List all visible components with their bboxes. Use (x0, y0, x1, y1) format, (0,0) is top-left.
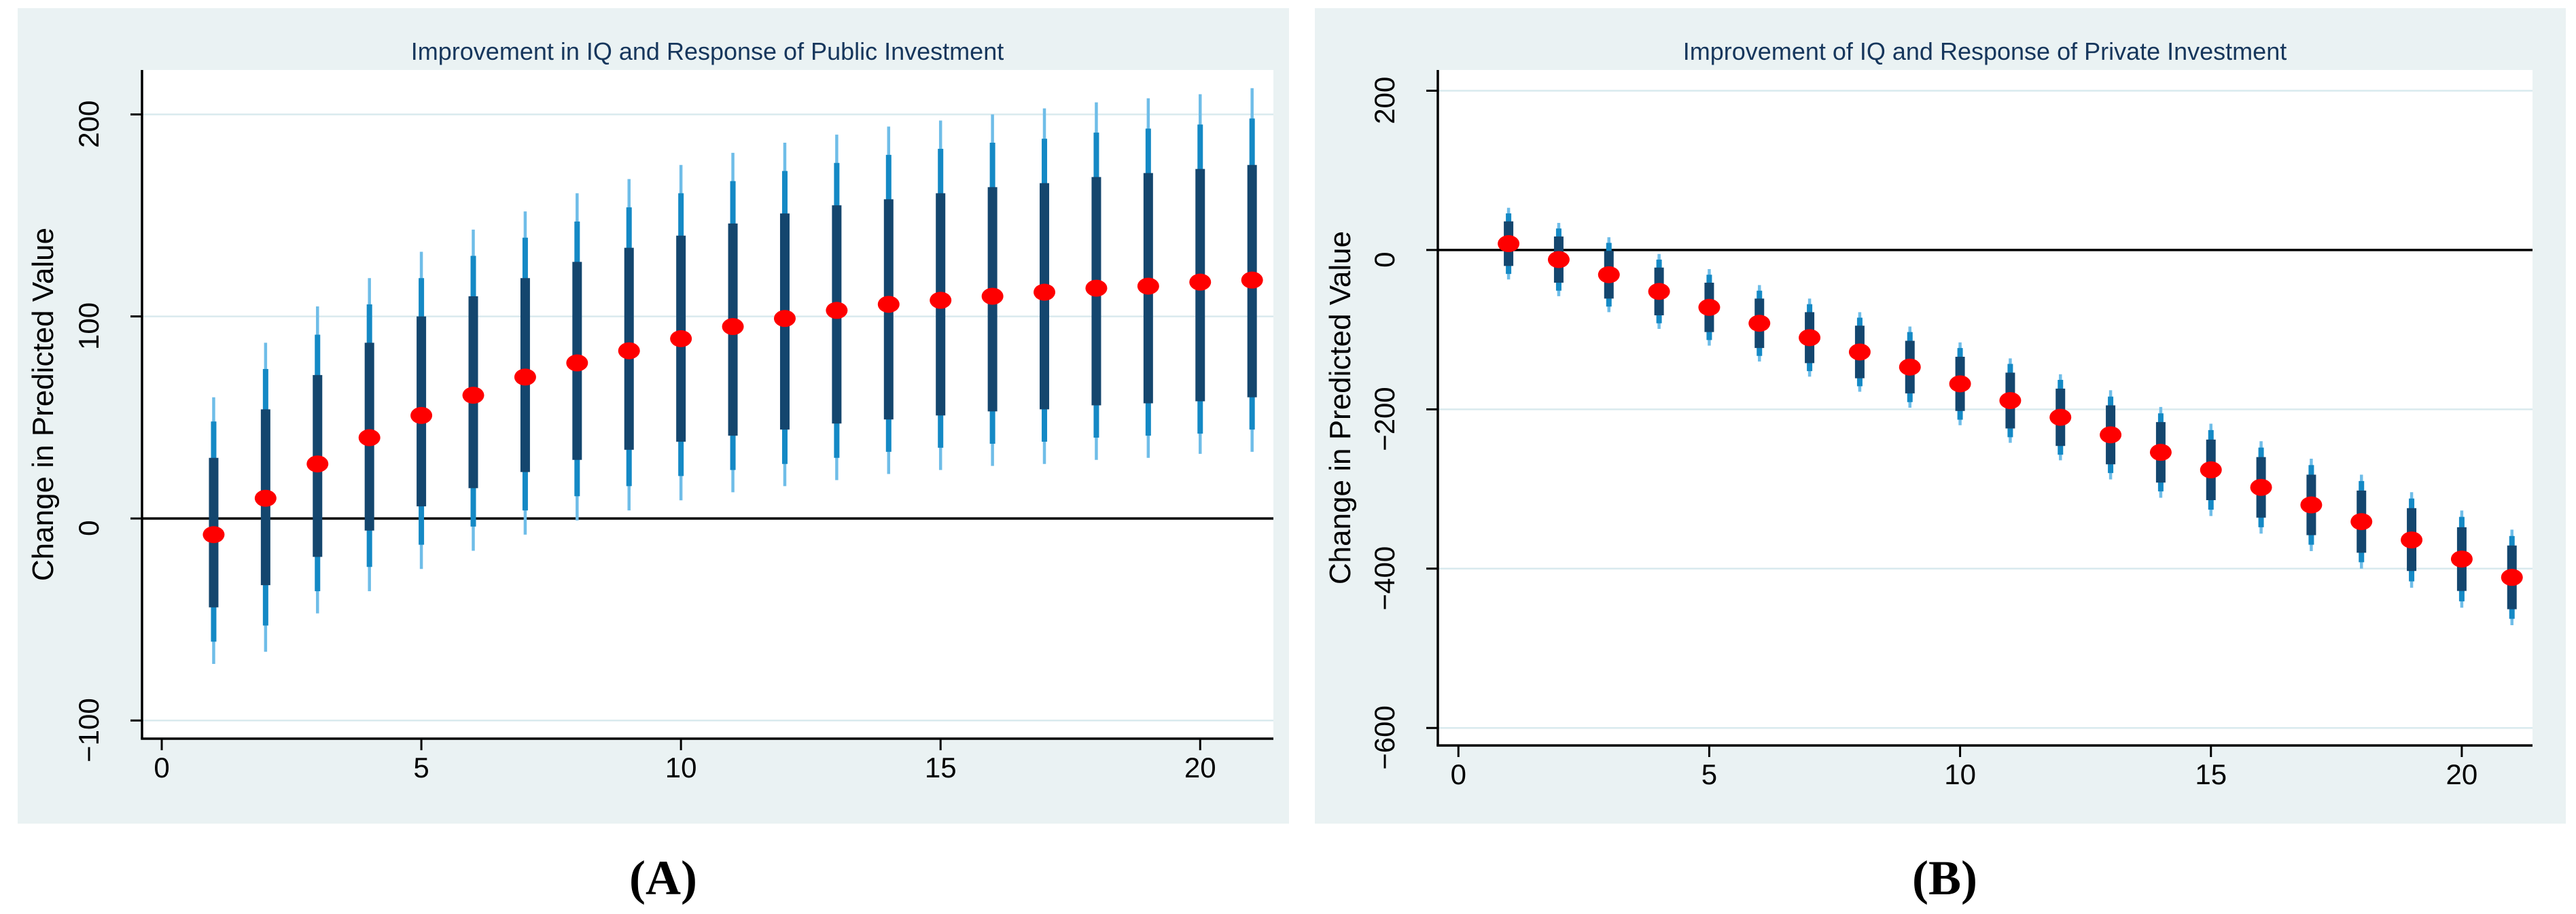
point-marker (981, 287, 1004, 305)
point-marker (1034, 283, 1056, 301)
x-tick-label: 15 (925, 752, 957, 784)
plot-area (142, 70, 1273, 739)
x-tick-label: 0 (1451, 758, 1466, 790)
point-marker (2049, 408, 2072, 426)
chart-title: Improvement in IQ and Response of Public… (411, 37, 1004, 65)
point-marker (1748, 315, 1771, 332)
point-marker (1899, 358, 1921, 376)
point-marker (930, 292, 952, 309)
point-marker (2250, 478, 2272, 496)
point-marker (2300, 496, 2323, 514)
point-marker (670, 330, 692, 347)
panel-a: 200 100 0 −100 0 5 10 15 20 Improvement in IQ and… (18, 8, 1289, 905)
y-tick-label: 100 (73, 302, 105, 350)
point-marker (1999, 391, 2022, 409)
panel-b: 200 0 −200 −400 −600 0 5 10 15 20 Improvement of I… (1315, 8, 2566, 905)
panel-caption-a: (A) (629, 851, 697, 905)
panel-caption-b: (B) (1912, 851, 1977, 905)
y-tick-label: 200 (73, 101, 105, 148)
y-axis-label: Change in Predicted Value (1324, 231, 1357, 584)
point-marker (1241, 271, 1263, 289)
point-marker (202, 526, 225, 544)
x-tick-label: 20 (1184, 752, 1216, 784)
x-tick-label: 20 (2446, 758, 2478, 790)
x-tick-label: 5 (413, 752, 429, 784)
point-marker (514, 368, 536, 386)
y-tick-label: −600 (1369, 705, 1400, 770)
point-marker (722, 318, 744, 336)
x-tick-label: 5 (1701, 758, 1717, 790)
y-tick-label: −400 (1369, 546, 1400, 611)
point-marker (618, 342, 640, 359)
x-tick-label: 10 (1944, 758, 1976, 790)
point-marker (566, 354, 588, 372)
point-marker (1547, 251, 1570, 268)
x-tick-label: 0 (154, 752, 169, 784)
x-tick-label: 10 (665, 752, 697, 784)
point-marker (1189, 273, 1212, 291)
y-tick-label: 0 (73, 521, 105, 536)
y-axis-label: Change in Predicted Value (27, 228, 60, 581)
point-marker (1498, 235, 1520, 253)
point-marker (462, 387, 484, 404)
y-tick-label: −100 (73, 698, 105, 762)
x-tick-label: 15 (2195, 758, 2227, 790)
point-marker (410, 406, 433, 424)
point-marker (1698, 298, 1721, 316)
point-marker (1085, 279, 1108, 297)
point-marker (2401, 531, 2423, 549)
point-marker (1949, 375, 1971, 393)
y-tick-label: 0 (1369, 252, 1400, 268)
y-tick-label: 200 (1369, 77, 1400, 124)
point-marker (306, 455, 329, 473)
point-marker (1648, 283, 1670, 300)
y-tick-label: −200 (1369, 387, 1400, 451)
point-marker (2200, 461, 2222, 478)
point-marker (358, 429, 381, 446)
point-marker (1598, 266, 1620, 283)
point-marker (2501, 569, 2523, 586)
point-marker (1848, 343, 1871, 361)
point-marker (254, 489, 277, 507)
point-marker (1799, 329, 1821, 347)
point-marker (2450, 550, 2473, 568)
point-marker (2350, 513, 2373, 531)
point-marker (1137, 277, 1159, 295)
point-marker (2100, 426, 2122, 444)
point-marker (826, 302, 848, 319)
point-marker (773, 310, 796, 328)
point-marker (877, 296, 900, 313)
plot-area (1438, 70, 2533, 745)
chart-title: Improvement of IQ and Response of Privat… (1683, 37, 2287, 65)
point-marker (2149, 444, 2172, 461)
